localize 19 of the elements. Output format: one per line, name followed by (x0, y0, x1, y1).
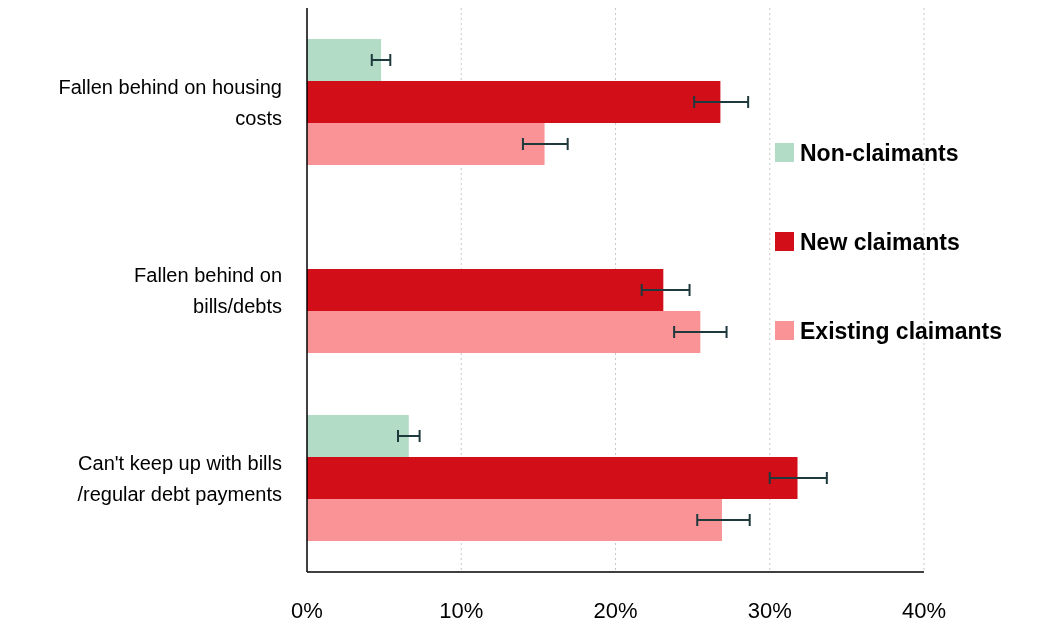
y-tick-label: Fallen behind on bills/debts (134, 263, 282, 317)
bar (307, 415, 409, 458)
y-tick-label: Can't keep up with bills /regular debt payments (77, 451, 282, 505)
bar (307, 39, 382, 82)
legend-label: New claimants (800, 229, 960, 255)
bar (307, 457, 798, 499)
bar (307, 81, 721, 123)
bar (307, 122, 545, 165)
bar (307, 498, 722, 541)
x-tick-label: 20% (593, 598, 638, 623)
x-tick-label: 30% (747, 598, 792, 623)
x-tick-label: 10% (439, 598, 484, 623)
bar (307, 269, 664, 311)
x-tick-label: 0% (291, 598, 323, 623)
bar (307, 310, 701, 353)
legend-label: Non-claimants (800, 140, 959, 166)
legend-label: Existing claimants (800, 318, 1002, 344)
y-tick-label: Fallen behind on housing costs (58, 75, 282, 129)
x-tick-label: 40% (901, 598, 947, 623)
